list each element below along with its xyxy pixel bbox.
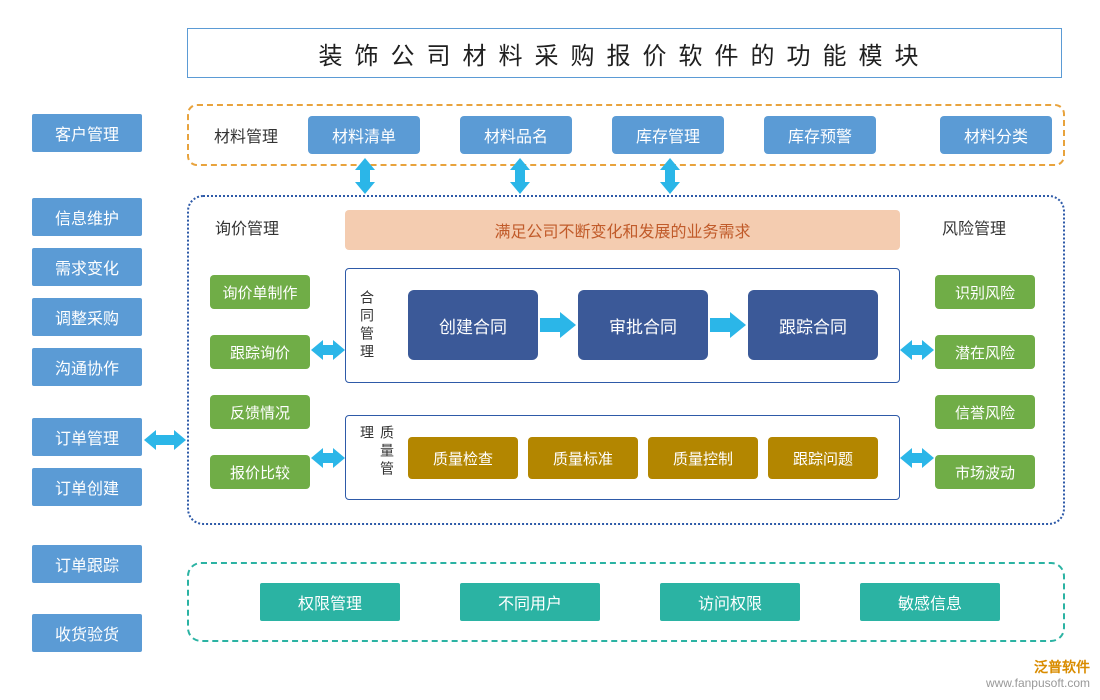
arrow-contract-0 [540,312,576,338]
material-item-4: 材料分类 [940,116,1052,154]
left-item-4: 沟通协作 [32,348,142,386]
arrow-contract-1 [710,312,746,338]
risk-item-0: 识别风险 [935,275,1035,309]
watermark: 泛普软件 www.fanpusoft.com [986,658,1090,692]
material-item-2: 库存管理 [612,116,724,154]
arrow-inquiry-quality [311,448,345,468]
left-item-5: 订单管理 [32,418,142,456]
arrow-vert-0 [355,158,375,194]
inquiry-label: 询价管理 [215,215,310,239]
contract-item-0: 创建合同 [408,290,538,360]
risk-item-2: 信誉风险 [935,395,1035,429]
banner-text: 满足公司不断变化和发展的业务需求 [345,210,900,250]
page-title: 装饰公司材料采购报价软件的功能模块 [187,28,1062,78]
bottom-item-3: 敏感信息 [860,583,1000,621]
arrow-inquiry-contract [311,340,345,360]
arrow-contract-risk [900,340,934,360]
left-item-0: 客户管理 [32,114,142,152]
left-item-2: 需求变化 [32,248,142,286]
quality-item-1: 质量标准 [528,437,638,479]
quality-item-0: 质量检查 [408,437,518,479]
inquiry-item-1: 跟踪询价 [210,335,310,369]
left-item-1: 信息维护 [32,198,142,236]
risk-label: 风险管理 [942,215,1037,239]
risk-item-1: 潜在风险 [935,335,1035,369]
arrow-left-main [144,430,186,450]
inquiry-item-0: 询价单制作 [210,275,310,309]
arrow-quality-risk [900,448,934,468]
left-item-6: 订单创建 [32,468,142,506]
left-item-8: 收货验货 [32,614,142,652]
bottom-item-0: 权限管理 [260,583,400,621]
inquiry-item-2: 反馈情况 [210,395,310,429]
contract-item-1: 审批合同 [578,290,708,360]
bottom-item-1: 不同用户 [460,583,600,621]
material-label: 材料管理 [200,119,292,151]
watermark-brand: 泛普软件 [1034,659,1090,675]
arrow-vert-1 [510,158,530,194]
contract-label: 合同管理 [357,283,377,368]
contract-item-2: 跟踪合同 [748,290,878,360]
inquiry-item-3: 报价比较 [210,455,310,489]
left-item-3: 调整采购 [32,298,142,336]
quality-item-2: 质量控制 [648,437,758,479]
material-item-1: 材料品名 [460,116,572,154]
watermark-url: www.fanpusoft.com [986,676,1090,690]
arrow-vert-2 [660,158,680,194]
bottom-item-2: 访问权限 [660,583,800,621]
quality-item-3: 跟踪问题 [768,437,878,479]
left-item-7: 订单跟踪 [32,545,142,583]
material-item-3: 库存预警 [764,116,876,154]
material-item-0: 材料清单 [308,116,420,154]
risk-item-3: 市场波动 [935,455,1035,489]
quality-label: 质量管理 [357,425,397,490]
